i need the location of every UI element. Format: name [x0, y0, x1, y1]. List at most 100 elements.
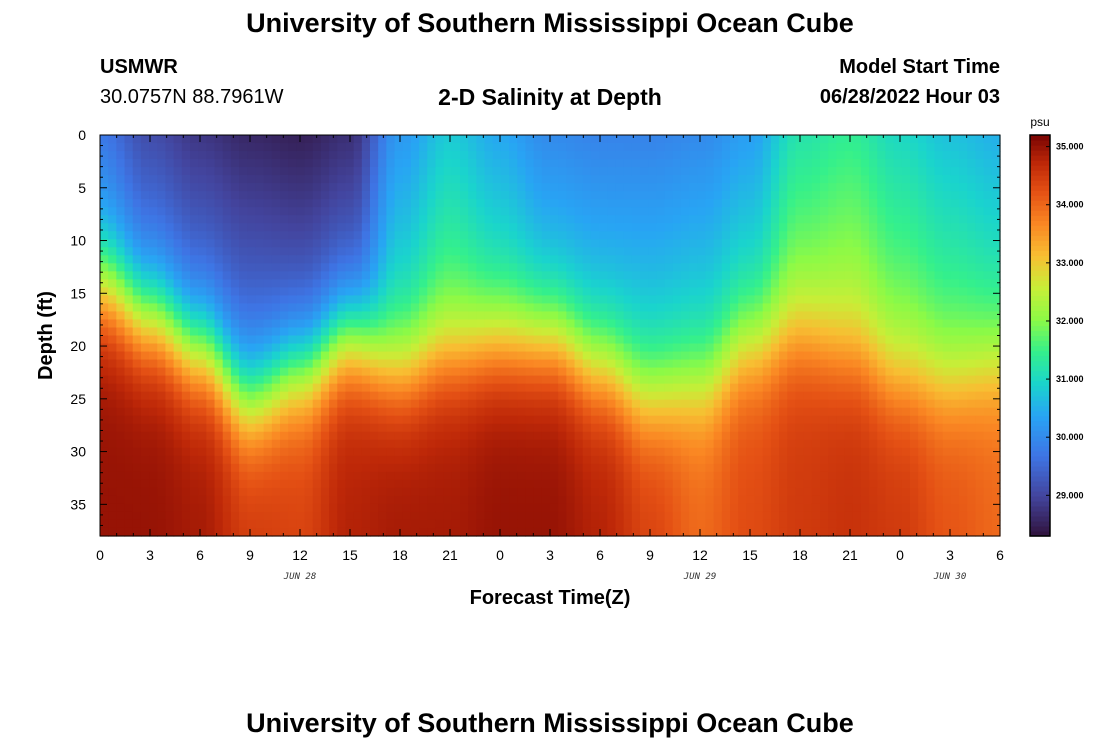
heatmap-cell [353, 247, 363, 256]
heatmap-cell [705, 471, 715, 481]
heatmap-cell [116, 359, 126, 369]
heatmap-cell [280, 343, 289, 353]
heatmap-cell [460, 223, 469, 232]
heatmap-cell [320, 311, 330, 321]
heatmap-cell [509, 247, 518, 256]
heatmap-cell [476, 255, 486, 264]
heatmap-cell [713, 351, 723, 361]
heatmap-cell [394, 231, 404, 240]
heatmap-cell [116, 471, 126, 481]
heatmap-cell [574, 175, 584, 184]
heatmap-cell [353, 391, 363, 401]
heatmap-cell [672, 351, 682, 361]
heatmap-cell [836, 519, 846, 529]
heatmap-cell [697, 287, 707, 296]
heatmap-cell [852, 495, 862, 505]
heatmap-cell [852, 215, 862, 224]
heatmap-cell [803, 439, 813, 449]
heatmap-cell [852, 279, 862, 288]
heatmap-cell [484, 135, 494, 144]
heatmap-cell [361, 383, 371, 393]
heatmap-cell [484, 231, 494, 240]
heatmap-cell [885, 215, 895, 224]
heatmap-cell [795, 151, 805, 160]
heatmap-cell [255, 199, 265, 208]
heatmap-cell [517, 439, 527, 449]
heatmap-cell [689, 391, 698, 401]
heatmap-cell [165, 367, 175, 377]
heatmap-cell [615, 375, 625, 385]
heatmap-cell [910, 455, 919, 465]
heatmap-cell [664, 255, 674, 264]
heatmap-cell [525, 351, 535, 361]
heatmap-cell [419, 479, 428, 489]
heatmap-cell [378, 471, 387, 481]
heatmap-cell [190, 335, 199, 345]
heatmap-cell [476, 183, 486, 192]
heatmap-cell [149, 191, 158, 200]
heatmap-cell [190, 495, 199, 505]
heatmap-cell [893, 455, 903, 465]
heatmap-cell [656, 207, 666, 216]
heatmap-cell [165, 455, 175, 465]
heatmap-cell [901, 319, 911, 329]
heatmap-cell [893, 479, 903, 489]
heatmap-cell [500, 167, 510, 176]
heatmap-cell [460, 351, 469, 361]
heatmap-cell [762, 463, 772, 473]
heatmap-cell [615, 447, 625, 457]
heatmap-cell [451, 391, 461, 401]
heatmap-cell [419, 159, 428, 168]
heatmap-cell [607, 519, 617, 529]
heatmap-cell [296, 487, 306, 497]
heatmap-cell [754, 191, 764, 200]
heatmap-cell [239, 367, 248, 377]
heatmap-cell [713, 335, 723, 345]
heatmap-cell [558, 151, 567, 160]
heatmap-cell [738, 383, 747, 393]
heatmap-cell [828, 399, 837, 409]
heatmap-cell [181, 207, 191, 216]
heatmap-cell [394, 191, 404, 200]
heatmap-cell [337, 255, 347, 264]
heatmap-cell [419, 223, 428, 232]
heatmap-cell [198, 439, 207, 449]
heatmap-cell [869, 455, 878, 465]
heatmap-cell [590, 343, 600, 353]
heatmap-cell [697, 135, 707, 144]
heatmap-cell [230, 159, 240, 168]
heatmap-cell [149, 423, 158, 433]
heatmap-cell [713, 487, 723, 497]
heatmap-cell [893, 319, 903, 329]
heatmap-cell [476, 343, 486, 353]
heatmap-cell [631, 255, 641, 264]
heatmap-cell [451, 463, 461, 473]
heatmap-cell [370, 463, 379, 473]
heatmap-cell [770, 167, 780, 176]
heatmap-cell [779, 207, 788, 216]
heatmap-cell [730, 423, 739, 433]
heatmap-cell [795, 215, 805, 224]
heatmap-cell [157, 407, 167, 417]
heatmap-cell [288, 439, 297, 449]
heatmap-cell [836, 183, 846, 192]
heatmap-cell [648, 431, 657, 441]
heatmap-cell [173, 135, 183, 144]
heatmap-cell [869, 519, 878, 529]
heatmap-cell [320, 135, 330, 144]
heatmap-cell [165, 287, 175, 296]
heatmap-cell [910, 167, 919, 176]
heatmap-cell [697, 247, 707, 256]
heatmap-cell [320, 479, 330, 489]
heatmap-cell [713, 415, 723, 425]
heatmap-cell [689, 183, 698, 192]
heatmap-cell [165, 359, 175, 369]
heatmap-cell [476, 335, 486, 345]
heatmap-cell [672, 319, 682, 329]
heatmap-cell [181, 495, 191, 505]
heatmap-cell [738, 287, 747, 296]
heatmap-cell [844, 151, 854, 160]
heatmap-cell [427, 431, 437, 441]
heatmap-cell [574, 199, 584, 208]
heatmap-cell [361, 375, 371, 385]
